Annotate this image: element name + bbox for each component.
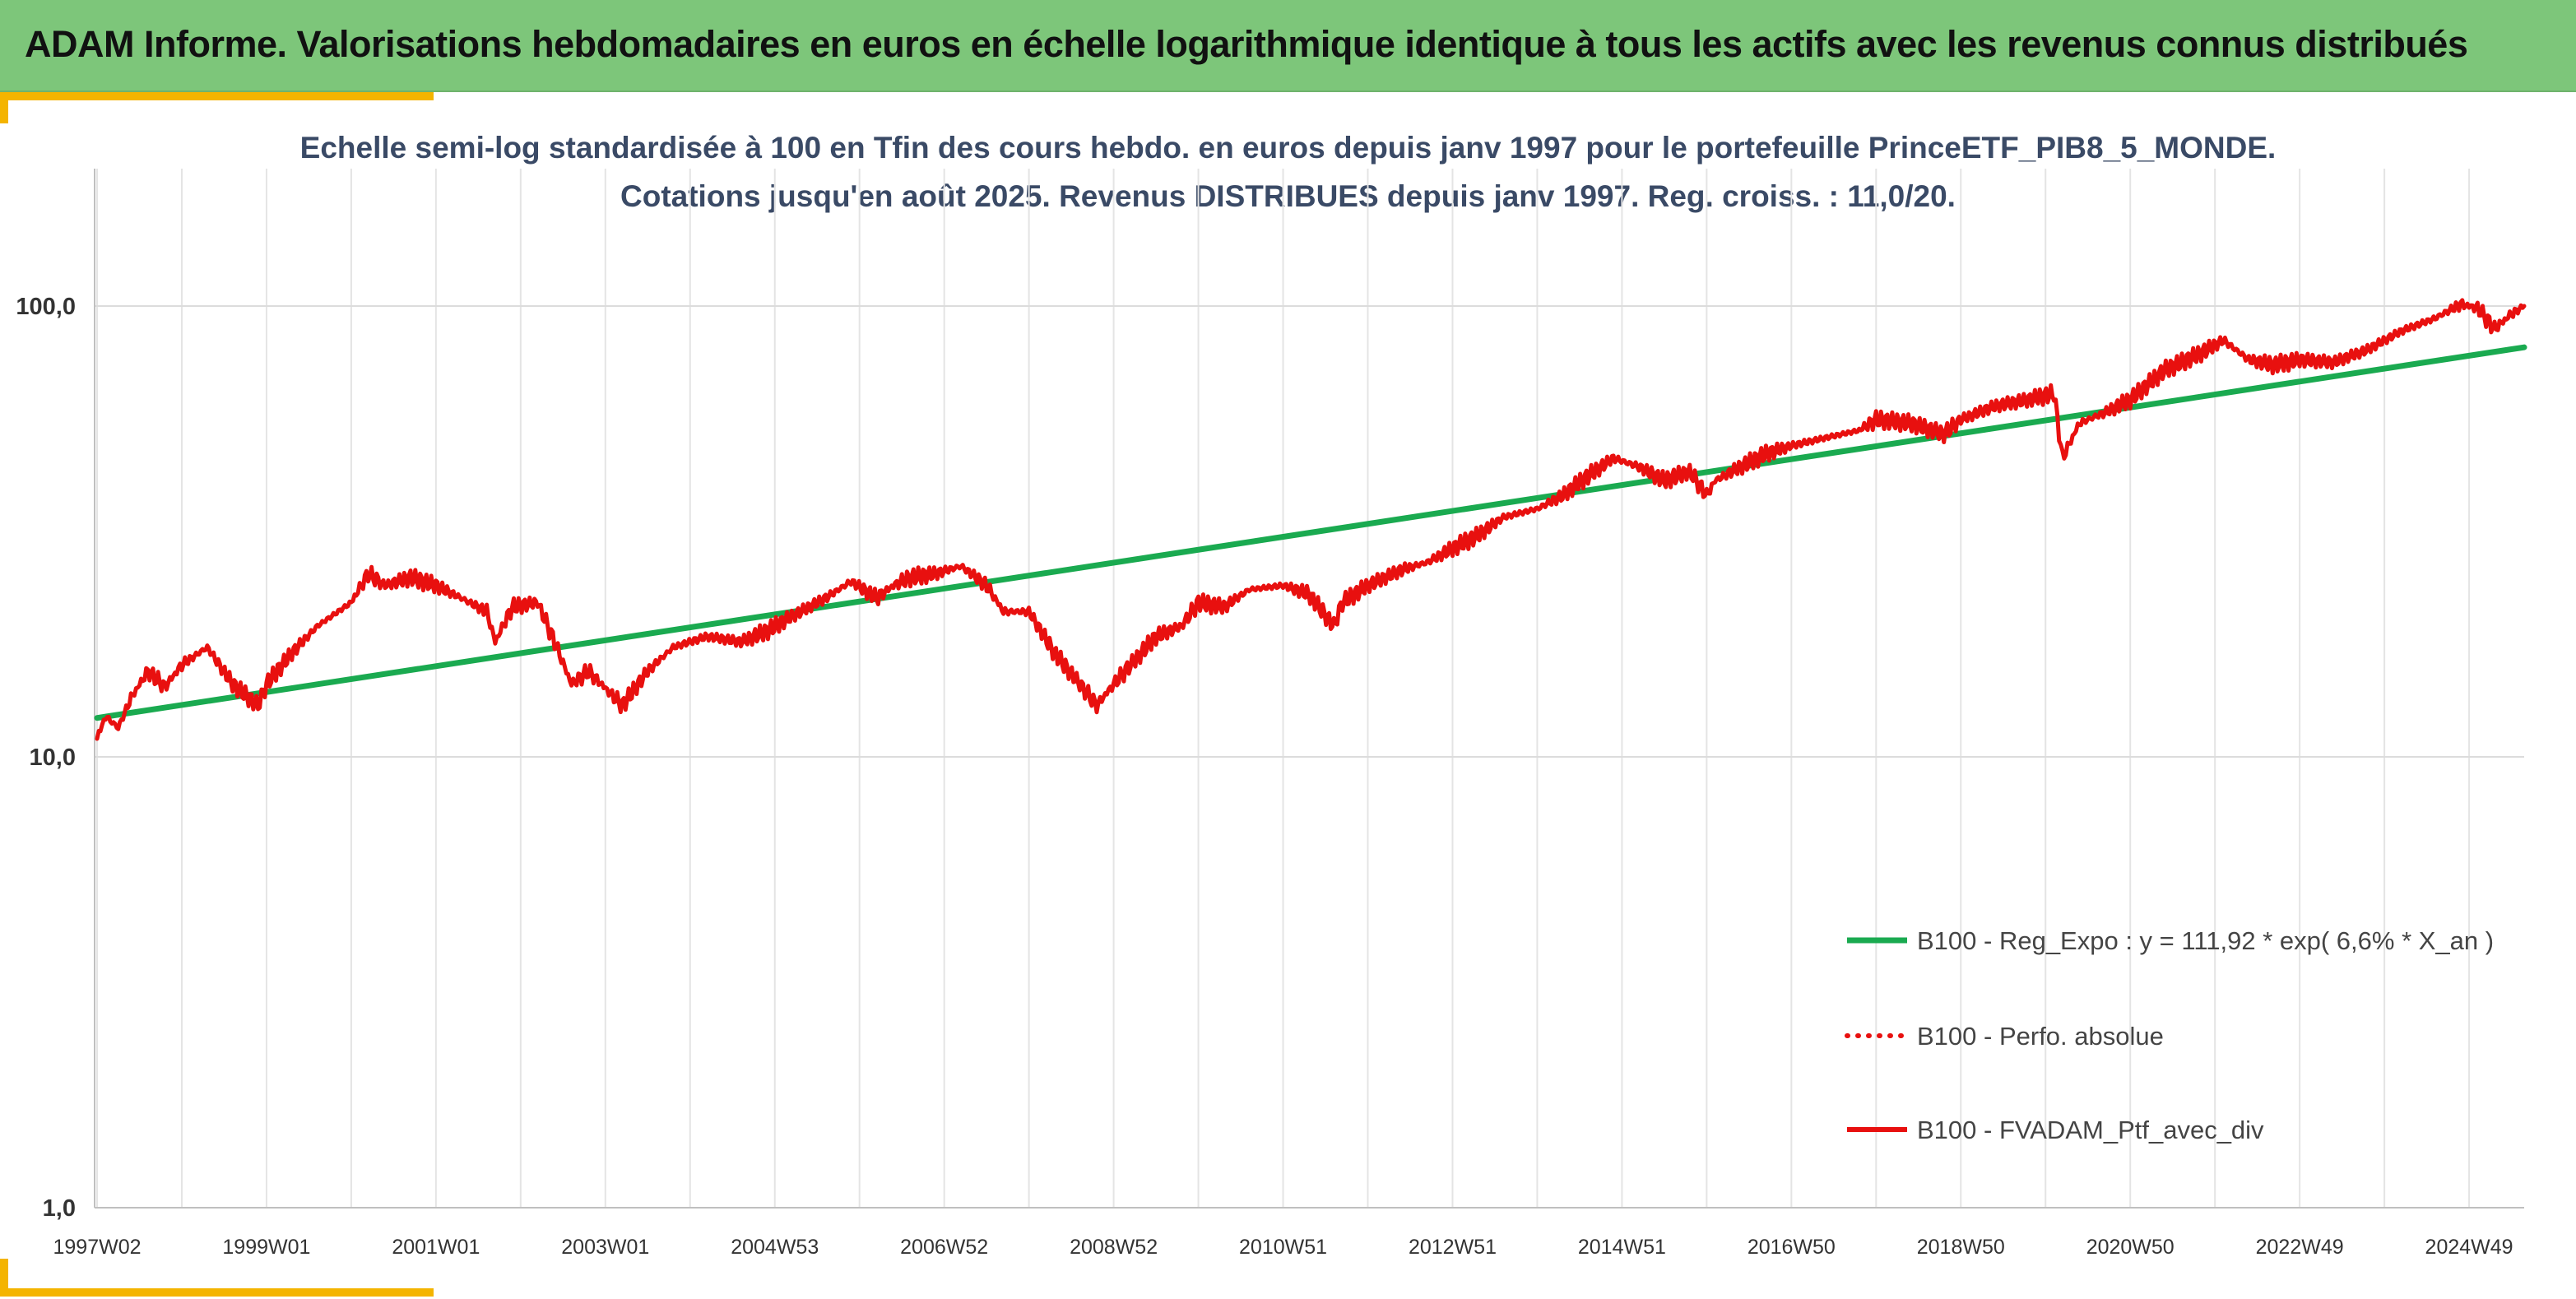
header-banner: ADAM Informe. Valorisations hebdomadaire… bbox=[0, 0, 2576, 92]
accent-bar-top bbox=[0, 92, 434, 100]
x-tick-label: 2014W51 bbox=[1578, 1236, 1666, 1259]
y-tick-labels: 1,0 10,0 100,0 bbox=[16, 294, 76, 1222]
x-tick-label: 2016W50 bbox=[1748, 1236, 1836, 1259]
x-gridlines bbox=[96, 169, 2471, 1208]
accent-bar-left-top bbox=[0, 92, 8, 123]
x-tick-label: 1999W01 bbox=[222, 1236, 310, 1259]
x-tick-label: 2012W51 bbox=[1409, 1236, 1497, 1259]
portfolio-line bbox=[95, 298, 2527, 741]
x-tick-label: 2008W52 bbox=[1070, 1236, 1158, 1259]
y-gridlines bbox=[95, 305, 2524, 758]
x-tick-label: 2018W50 bbox=[1917, 1236, 2005, 1259]
accent-bar-left-bottom bbox=[0, 1259, 8, 1297]
legend-label: B100 - Perfo. absolue bbox=[1917, 1022, 2164, 1051]
x-tick-label: 2022W49 bbox=[2256, 1236, 2344, 1259]
chart-title-line-1: Echelle semi-log standardisée à 100 en T… bbox=[299, 131, 2277, 165]
y-tick-label: 1,0 bbox=[43, 1195, 76, 1222]
legend: B100 - Reg_Expo : y = 111,92 * exp( 6,6%… bbox=[1845, 926, 2494, 1144]
x-tick-label: 1997W02 bbox=[53, 1236, 141, 1259]
x-tick-label: 2006W52 bbox=[900, 1236, 988, 1259]
x-tick-label: 2010W51 bbox=[1239, 1236, 1327, 1259]
chart-title: Echelle semi-log standardisée à 100 en T… bbox=[0, 123, 2576, 220]
x-tick-label: 2024W49 bbox=[2425, 1236, 2513, 1259]
y-tick-label: 100,0 bbox=[16, 294, 76, 320]
legend-label: B100 - FVADAM_Ptf_avec_div bbox=[1917, 1116, 2264, 1144]
x-tick-labels: 1997W02 1999W01 2001W01 2003W01 2004W53 2006W… bbox=[53, 1236, 2513, 1259]
x-tick-label: 2003W01 bbox=[561, 1236, 649, 1259]
chart-title-line-2: Cotations jusqu'en août 2025. Revenus DI… bbox=[620, 179, 1956, 213]
y-tick-label: 10,0 bbox=[30, 745, 76, 771]
banner-title: ADAM Informe. Valorisations hebdomadaire… bbox=[25, 23, 2468, 65]
regression-line bbox=[94, 344, 2527, 721]
x-tick-label: 2001W01 bbox=[392, 1236, 480, 1259]
x-tick-label: 2020W50 bbox=[2086, 1236, 2175, 1259]
accent-bar-bottom bbox=[0, 1288, 434, 1297]
x-tick-label: 2004W53 bbox=[731, 1236, 819, 1259]
series-layer bbox=[94, 298, 2527, 741]
legend-label: B100 - Reg_Expo : y = 111,92 * exp( 6,6%… bbox=[1917, 926, 2494, 955]
